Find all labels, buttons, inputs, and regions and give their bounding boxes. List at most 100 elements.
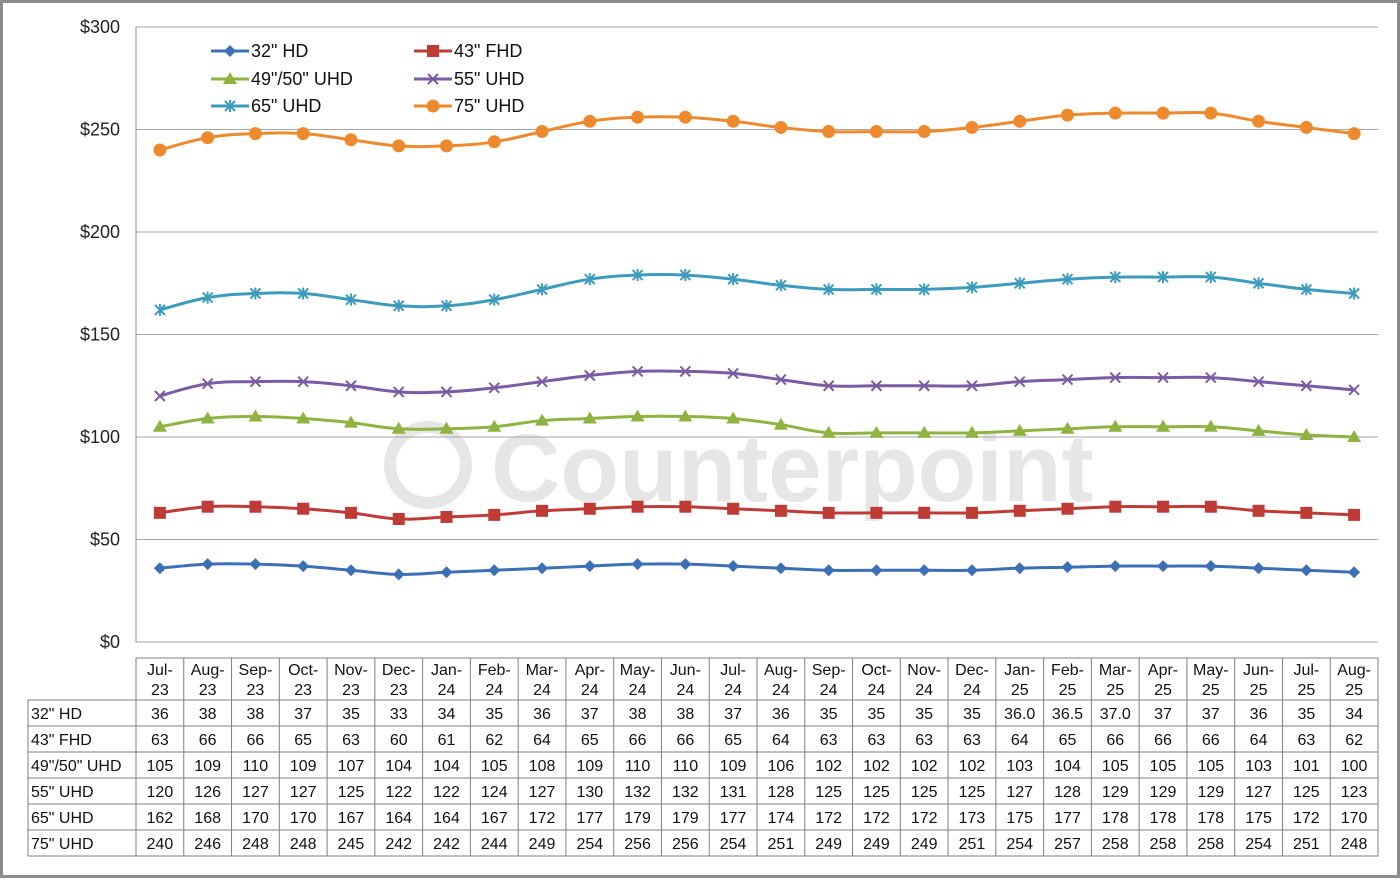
table-cell-value: 254 [1006,836,1033,853]
table-cell-value: 127 [1006,784,1033,801]
x-tick-label: 25 [1202,682,1220,699]
x-tick-label: 23 [342,682,360,699]
data-point [774,120,788,134]
data-point [918,506,931,519]
table-cell-value: 63 [963,732,981,749]
table-cell-value: 129 [1102,784,1129,801]
table-cell-value: 177 [576,810,603,827]
table-row-label: 65" UHD [31,810,94,827]
table-cell-value: 175 [1006,810,1033,827]
legend-label: 55" UHD [454,69,524,89]
data-point [154,303,166,316]
table-cell-value: 103 [1006,758,1033,775]
x-tick-label: 24 [438,682,456,699]
table-cell-value: 168 [194,810,221,827]
data-point [679,500,692,513]
data-point [678,409,693,422]
data-point [297,560,310,573]
table-cell-value: 125 [863,784,890,801]
data-point [1348,384,1360,396]
data-point [917,425,932,438]
table-cell-value: 242 [433,836,460,853]
table-cell-value: 122 [385,784,412,801]
data-point [1299,120,1313,134]
x-tick-label: 24 [772,682,790,699]
data-point [1109,560,1122,573]
table-cell-value: 105 [1102,758,1129,775]
table-cell-value: 123 [1341,784,1368,801]
data-point [775,373,787,386]
data-point [679,269,692,282]
table-cell-value: 37 [1154,706,1172,723]
data-point [487,135,501,149]
table-cell-value: 170 [290,810,317,827]
table-cell-value: 103 [1245,758,1272,775]
data-point [1348,508,1361,521]
x-tick-label: 24 [963,682,981,699]
data-point [679,558,692,571]
x-tick-label: Aug- [1337,662,1371,679]
x-tick-label: Feb- [1051,662,1084,679]
data-point [870,506,883,519]
table-cell-value: 178 [1150,810,1177,827]
table-cell-value: 254 [576,836,603,853]
data-point [822,125,836,139]
data-point [1204,560,1217,573]
data-point [248,409,263,422]
y-tick-label: $150 [80,325,120,345]
legend-label: 75" UHD [454,96,524,116]
data-point [1203,419,1218,432]
data-point [201,377,214,390]
table-cell-value: 110 [625,758,651,775]
x-tick-label: 24 [915,682,933,699]
table-cell-value: 63 [1297,732,1315,749]
data-point [773,417,788,430]
data-point [201,291,214,304]
x-tick-label: 23 [247,682,265,699]
table-cell-value: 66 [199,732,217,749]
data-point [1205,371,1217,384]
x-tick-label: 25 [1106,682,1124,699]
table-cell-value: 63 [151,732,169,749]
table-cell-value: 64 [1011,732,1029,749]
data-point [296,127,310,141]
data-point [1109,500,1122,513]
table-cell-value: 62 [485,732,503,749]
table-cell-value: 248 [242,836,269,853]
data-point [393,386,405,398]
data-point [439,421,454,434]
x-tick-label: 25 [1011,682,1029,699]
data-point [201,558,214,571]
data-point [1205,271,1217,284]
series-line-2 [159,414,1355,439]
table-cell-value: 251 [959,836,986,853]
data-point [153,143,167,157]
table-cell-value: 172 [863,810,890,827]
data-point [1252,375,1265,388]
data-point [297,502,310,515]
table-cell-value: 244 [481,836,508,853]
x-tick-label: Oct- [288,662,318,679]
data-point [965,564,978,577]
data-point [965,506,978,519]
table-cell-value: 124 [481,784,508,801]
data-point [1061,502,1074,515]
data-point [584,273,596,286]
table-cell-value: 66 [676,732,694,749]
table-cell-value: 37 [294,706,312,723]
table-cell-value: 164 [385,810,412,827]
table-cell-value: 102 [911,758,938,775]
data-point [1156,106,1170,120]
data-point [1013,114,1027,128]
x-tick-label: 25 [1059,682,1077,699]
data-point [440,566,453,579]
table-cell-value: 172 [529,810,556,827]
table-cell-value: 128 [768,784,795,801]
table-cell-value: 37 [1202,706,1220,723]
data-point [344,506,357,519]
table-cell-value: 36 [1250,706,1268,723]
table-cell-value: 258 [1102,836,1129,853]
data-point [249,500,262,513]
table-cell-value: 170 [242,810,269,827]
table-cell-value: 100 [1341,758,1368,775]
